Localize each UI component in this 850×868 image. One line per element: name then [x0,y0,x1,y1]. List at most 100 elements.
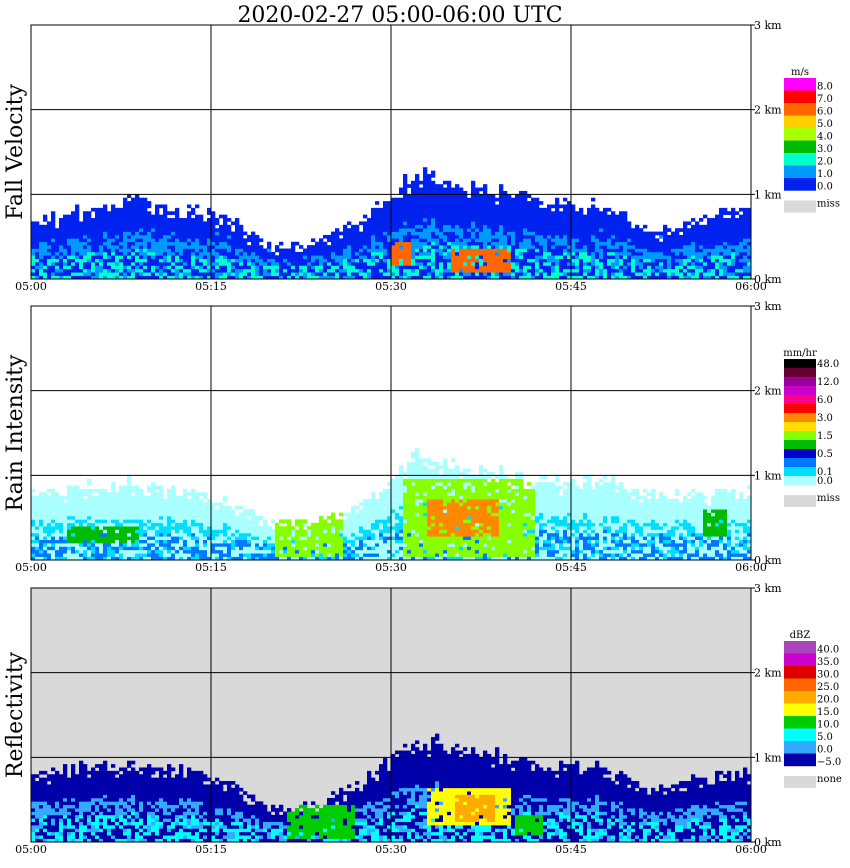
echo-cell [651,238,656,243]
echo-cell [635,234,640,239]
echo-cell [239,505,244,510]
echo-cell [171,218,176,222]
echo-cell [335,526,340,530]
echo-cell [535,248,540,253]
echo-cell [123,519,128,524]
echo-cell [675,241,680,246]
echo-cell [323,553,328,557]
echo-cell [211,512,216,517]
echo-cell [555,265,560,270]
echo-cell [31,536,36,540]
echo-cell [175,529,180,534]
echo-cell [167,519,172,524]
echo-cell [291,268,296,273]
echo-cell [327,275,332,280]
echo-cell [63,532,68,537]
echo-cell [623,241,628,246]
echo-cell [167,488,172,493]
echo-cell [303,275,308,280]
echo-cell [211,211,216,215]
echo-cell [63,255,68,259]
echo-cell [239,234,244,239]
echo-cell [571,234,576,239]
echo-cell [307,251,312,256]
echo-cell [555,221,560,226]
echo-cell [491,207,496,212]
echo-cell [279,553,284,557]
echo-cell [307,255,312,259]
echo-cell [339,275,344,280]
echo-cell [115,272,120,276]
echo-cell [291,251,296,256]
echo-cell [327,546,332,551]
echo-cell [107,515,112,520]
echo-cell [195,522,200,527]
echo-cell [439,224,444,229]
echo-cell [259,258,264,263]
echo-cell [83,228,88,232]
echo-cell [399,207,404,212]
echo-cell [219,275,224,280]
echo-cell [399,204,404,209]
echo-cell [723,211,728,215]
echo-cell [179,519,184,524]
echo-cell [423,275,428,280]
echo-cell [575,231,580,236]
echo-cell [407,262,412,266]
echo-cell [119,207,124,212]
echo-cell [51,245,56,249]
echo-cell [347,546,352,551]
echo-cell [59,502,64,507]
echo-cell [151,488,156,493]
echo-cell [275,529,280,534]
echo-cell [139,539,144,544]
echo-cell [667,248,672,253]
echo-cell [707,275,712,280]
echo-cell [419,197,424,202]
echo-cell [367,268,372,273]
echo-cell [627,228,632,232]
echo-cell [639,231,644,236]
echo-cell [479,241,484,246]
echo-cell [75,231,80,236]
echo-cell [203,221,208,226]
echo-cell [131,238,136,243]
echo-cell [523,268,528,273]
echo-cell [131,485,136,490]
echo-cell [243,522,248,527]
echo-cell [251,238,256,243]
echo-cell [83,234,88,239]
echo-cell [59,543,64,547]
echo-cell [43,251,48,256]
echo-cell [339,546,344,551]
echo-cell [407,268,412,273]
echo-cell [183,532,188,537]
echo-cell [51,502,56,507]
echo-cell [111,553,116,557]
echo-cell [563,207,568,212]
echo-cell [267,539,272,544]
echo-cell [55,532,60,537]
echo-cell [407,194,412,199]
echo-cell [43,512,48,517]
echo-cell [295,536,300,540]
echo-cell [607,272,612,276]
echo-cell [31,231,36,236]
echo-cell [671,248,676,253]
echo-cell [383,241,388,246]
echo-cell [199,546,204,551]
echo-cell [523,248,528,253]
echo-cell [395,262,400,266]
echo-cell [339,556,344,561]
echo-cell [527,265,532,270]
echo-cell [471,207,476,212]
echo-cell [563,275,568,280]
echo-cell [647,255,652,259]
echo-cell [239,543,244,547]
echo-cell [555,201,560,205]
echo-cell [711,228,716,232]
echo-cell [219,509,224,513]
echo-cell [663,258,668,263]
echo-cell [191,207,196,212]
echo-cell [411,187,416,192]
